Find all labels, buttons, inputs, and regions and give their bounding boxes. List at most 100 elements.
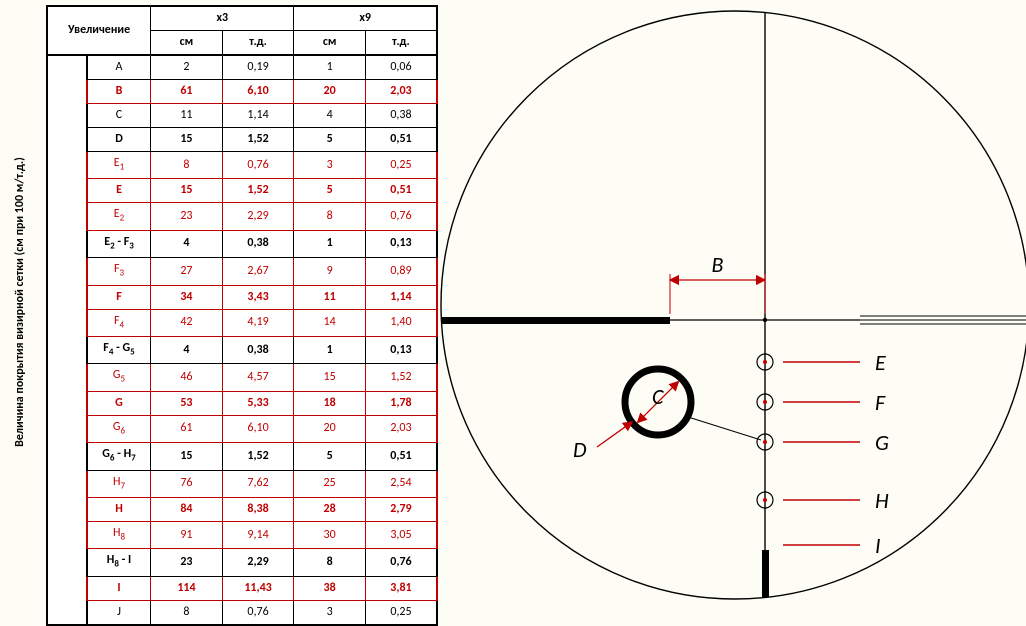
cell-x3_cm: 8 [151, 600, 223, 625]
aim-dot-F [763, 400, 767, 404]
row-label: F4 - G5 [87, 336, 151, 363]
table-row: H848,38282,79 [47, 497, 437, 521]
cell-x9_td: 0,06 [365, 55, 437, 80]
cell-x3_cm: 23 [151, 549, 223, 576]
cell-x3_cm: 84 [151, 497, 223, 521]
row-label: B [87, 80, 151, 104]
row-label: E2 [87, 203, 151, 230]
cell-x3_td: 2,67 [222, 258, 294, 285]
row-label: J [87, 600, 151, 625]
cell-x9_cm: 30 [294, 521, 366, 548]
cell-x9_cm: 9 [294, 258, 366, 285]
row-label: G [87, 391, 151, 415]
table-row: H7767,62252,54 [47, 470, 437, 497]
table-row: F343,43111,14 [47, 285, 437, 309]
cell-x9_td: 0,76 [365, 549, 437, 576]
cell-x3_td: 0,38 [222, 336, 294, 363]
label-H: H [875, 487, 889, 514]
cell-x3_td: 4,57 [222, 364, 294, 391]
cell-x3_td: 9,14 [222, 521, 294, 548]
cell-x3_cm: 15 [151, 128, 223, 152]
row-label: F4 [87, 309, 151, 336]
cell-x9_td: 0,13 [365, 336, 437, 363]
row-label: F [87, 285, 151, 309]
row-label: G6 - H7 [87, 443, 151, 470]
cell-x9_td: 0,76 [365, 203, 437, 230]
cell-x3_cm: 15 [151, 443, 223, 470]
cell-x3_td: 1,52 [222, 443, 294, 470]
unit-td-x9: т.д. [365, 31, 437, 56]
side-label: Величина покрытия визирной сетки (см при… [13, 142, 27, 462]
cell-x3_td: 0,19 [222, 55, 294, 80]
cell-x3_cm: 42 [151, 309, 223, 336]
table-row: G5464,57151,52 [47, 364, 437, 391]
cell-x3_td: 6,10 [222, 415, 294, 442]
unit-cm-x3: см [151, 31, 223, 56]
cell-x9_cm: 1 [294, 336, 366, 363]
aim-dot-E [763, 360, 767, 364]
table-row: J80,7630,25 [47, 600, 437, 625]
cell-x3_cm: 4 [151, 230, 223, 257]
outer-circle [441, 11, 1026, 599]
table-row: C111,1440,38 [47, 104, 437, 128]
cell-x3_td: 0,76 [222, 152, 294, 179]
row-label: H7 [87, 470, 151, 497]
table-panel: Величина покрытия визирной сетки (см при… [0, 0, 440, 609]
cell-x9_cm: 25 [294, 470, 366, 497]
cell-x9_td: 0,89 [365, 258, 437, 285]
label-I: I [875, 532, 881, 559]
cell-x3_cm: 114 [151, 576, 223, 600]
row-label: A [87, 55, 151, 80]
label-B: B [712, 251, 724, 278]
table-row: E180,7630,25 [47, 152, 437, 179]
table-row: H8 - I232,2980,76 [47, 549, 437, 576]
cell-x3_td: 8,38 [222, 497, 294, 521]
table-row: G535,33181,78 [47, 391, 437, 415]
row-label: G6 [87, 415, 151, 442]
cell-x9_td: 1,78 [365, 391, 437, 415]
header-x3: x3 [151, 6, 294, 31]
cell-x9_cm: 18 [294, 391, 366, 415]
cell-x9_cm: 5 [294, 179, 366, 203]
header-x9: x9 [294, 6, 437, 31]
cell-x3_td: 1,14 [222, 104, 294, 128]
cell-x3_cm: 23 [151, 203, 223, 230]
row-label: H [87, 497, 151, 521]
cell-x9_td: 0,25 [365, 152, 437, 179]
cell-x3_cm: 61 [151, 80, 223, 104]
ring-leader [688, 417, 761, 440]
cell-x9_cm: 11 [294, 285, 366, 309]
cell-x3_td: 0,38 [222, 230, 294, 257]
table-row: F4 - G540,3810,13 [47, 336, 437, 363]
cell-x3_td: 1,52 [222, 128, 294, 152]
cell-x9_td: 1,14 [365, 285, 437, 309]
aim-dot-G [763, 440, 767, 444]
row-label: E [87, 179, 151, 203]
unit-td-x3: т.д. [222, 31, 294, 56]
cell-x3_cm: 76 [151, 470, 223, 497]
cell-x9_td: 0,13 [365, 230, 437, 257]
cell-x9_cm: 5 [294, 443, 366, 470]
cell-x3_cm: 15 [151, 179, 223, 203]
reticle-svg: EFGHICDBJ [440, 0, 1026, 609]
side-label-cell [47, 55, 87, 625]
table-row: I11411,43383,81 [47, 576, 437, 600]
cell-x3_td: 11,43 [222, 576, 294, 600]
cell-x9_td: 1,52 [365, 364, 437, 391]
cell-x9_cm: 5 [294, 128, 366, 152]
cell-x3_cm: 34 [151, 285, 223, 309]
cell-x9_cm: 3 [294, 152, 366, 179]
cell-x3_cm: 8 [151, 152, 223, 179]
cell-x3_td: 0,76 [222, 600, 294, 625]
cell-x9_cm: 1 [294, 230, 366, 257]
cell-x3_td: 2,29 [222, 203, 294, 230]
cell-x3_cm: 61 [151, 415, 223, 442]
cell-x9_td: 3,05 [365, 521, 437, 548]
cell-x9_cm: 1 [294, 55, 366, 80]
table-row: E2232,2980,76 [47, 203, 437, 230]
cell-x9_td: 2,03 [365, 80, 437, 104]
cell-x3_cm: 53 [151, 391, 223, 415]
cell-x9_cm: 20 [294, 80, 366, 104]
cell-x9_td: 2,79 [365, 497, 437, 521]
cell-x3_td: 1,52 [222, 179, 294, 203]
